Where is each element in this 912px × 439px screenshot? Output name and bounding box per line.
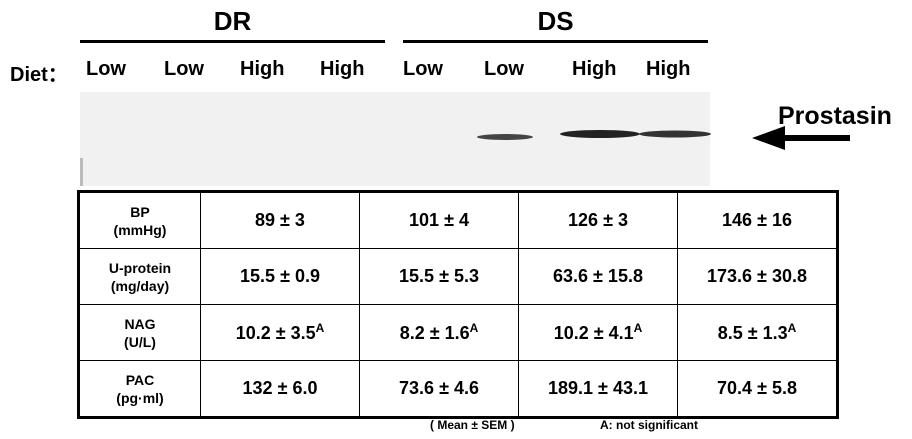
cell: 73.6 ± 4.6	[360, 361, 519, 418]
cell-value: 15.5 ± 5.3	[399, 266, 479, 286]
band-label: Prostasin	[778, 102, 892, 130]
cell: 189.1 ± 43.1	[519, 361, 678, 418]
diet-label: High	[320, 58, 364, 81]
diet-label: Low	[484, 58, 524, 81]
group-line	[80, 40, 385, 43]
footnote-note: A: not significant	[600, 418, 698, 432]
cell-value: 63.6 ± 15.8	[553, 266, 643, 286]
table-row: PAC(pg·ml) 132 ± 6.0 73.6 ± 4.6 189.1 ± 43.…	[79, 361, 838, 418]
cell-value: 101 ± 4	[409, 210, 469, 230]
diet-label: High	[646, 58, 690, 81]
row-name: BP	[81, 203, 199, 221]
diet-label: Low	[86, 58, 126, 81]
row-unit: (U/L)	[81, 333, 199, 351]
cell-value: 8.5 ± 1.3	[718, 323, 788, 343]
footnote-stats: ( Mean ± SEM )	[430, 418, 515, 432]
cell-value: 73.6 ± 4.6	[399, 378, 479, 398]
band	[560, 130, 640, 138]
row-label: NAG(U/L)	[79, 305, 201, 361]
table-row: U-protein(mg/day) 15.5 ± 0.9 15.5 ± 5.3 63.…	[79, 249, 838, 305]
cell: 146 ± 16	[678, 192, 838, 249]
cell: 132 ± 6.0	[201, 361, 360, 418]
cell-mark: A	[470, 321, 479, 335]
row-label: BP(mmHg)	[79, 192, 201, 249]
cell-value: 89 ± 3	[255, 210, 305, 230]
cell-value: 10.2 ± 3.5	[236, 323, 316, 343]
cell: 10.2 ± 4.1A	[519, 305, 678, 361]
row-unit: (pg·ml)	[81, 389, 199, 407]
cell-value: 15.5 ± 0.9	[240, 266, 320, 286]
cell: 126 ± 3	[519, 192, 678, 249]
cell-value: 70.4 ± 5.8	[717, 378, 797, 398]
page: DR DS Diet： Low Low High High Low Low High High…	[0, 0, 912, 439]
cell-value: 8.2 ± 1.6	[400, 323, 470, 343]
band	[639, 131, 711, 138]
cell-mark: A	[634, 321, 643, 335]
table-row: BP(mmHg) 89 ± 3 101 ± 4 126 ± 3 146 ± 16	[79, 192, 838, 249]
cell-mark: A	[788, 321, 797, 335]
group-label: DS	[403, 6, 708, 37]
row-name: PAC	[81, 371, 199, 389]
blot-edge	[80, 158, 83, 186]
diet-label: Low	[403, 58, 443, 81]
band	[477, 134, 533, 140]
cell-mark: A	[316, 321, 325, 335]
cell: 63.6 ± 15.8	[519, 249, 678, 305]
blot: Prostasin	[0, 88, 912, 188]
cell-value: 189.1 ± 43.1	[548, 378, 648, 398]
cell: 15.5 ± 0.9	[201, 249, 360, 305]
row-name: U-protein	[81, 259, 199, 277]
cell: 101 ± 4	[360, 192, 519, 249]
row-label: U-protein(mg/day)	[79, 249, 201, 305]
cell-value: 173.6 ± 30.8	[707, 266, 807, 286]
group-label: DR	[80, 6, 385, 37]
cell: 8.2 ± 1.6A	[360, 305, 519, 361]
cell: 89 ± 3	[201, 192, 360, 249]
row-name: NAG	[81, 315, 199, 333]
cell: 70.4 ± 5.8	[678, 361, 838, 418]
group-line	[403, 40, 708, 43]
cell: 173.6 ± 30.8	[678, 249, 838, 305]
cell-value: 10.2 ± 4.1	[554, 323, 634, 343]
cell: 15.5 ± 5.3	[360, 249, 519, 305]
blot-background	[80, 92, 710, 186]
diet-title: Diet：	[10, 58, 68, 87]
cell-value: 132 ± 6.0	[243, 378, 318, 398]
diet-label: High	[240, 58, 284, 81]
diet-label: Low	[164, 58, 204, 81]
diet-label: High	[572, 58, 616, 81]
cell-value: 146 ± 16	[722, 210, 792, 230]
row-label: PAC(pg·ml)	[79, 361, 201, 418]
cell: 8.5 ± 1.3A	[678, 305, 838, 361]
data-table: BP(mmHg) 89 ± 3 101 ± 4 126 ± 3 146 ± 16 U-pr…	[77, 190, 839, 419]
cell-value: 126 ± 3	[568, 210, 628, 230]
row-unit: (mg/day)	[81, 277, 199, 295]
cell: 10.2 ± 3.5A	[201, 305, 360, 361]
row-unit: (mmHg)	[81, 221, 199, 239]
